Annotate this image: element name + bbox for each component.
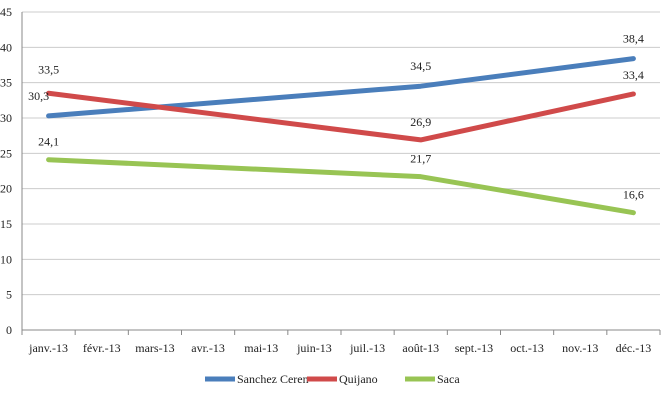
data-label: 33,5 xyxy=(38,62,59,76)
x-tick-label: sept.-13 xyxy=(455,341,493,355)
legend-label: Saca xyxy=(437,372,460,386)
series-line xyxy=(46,56,636,119)
x-tick-label: déc.-13 xyxy=(616,341,652,355)
y-tick-label: 25 xyxy=(0,146,12,160)
data-label: 16,6 xyxy=(623,188,644,202)
legend: Sanchez Ceren Quijano Saca xyxy=(205,372,460,386)
data-label: 34,5 xyxy=(410,59,431,73)
x-tick-label: mars-13 xyxy=(135,341,174,355)
data-label: 21,7 xyxy=(410,152,431,166)
x-tick-label: févr.-13 xyxy=(83,341,121,355)
y-tick-label: 15 xyxy=(0,217,12,231)
y-tick-label: 10 xyxy=(0,252,12,266)
y-tick-label: 30 xyxy=(0,111,12,125)
data-label: 26,9 xyxy=(410,115,431,129)
x-tick-label: mai-13 xyxy=(244,341,278,355)
series-line xyxy=(46,157,636,216)
grid-layer xyxy=(22,11,660,296)
data-label: 30,3 xyxy=(28,89,49,103)
x-tick-label: nov.-13 xyxy=(562,341,598,355)
y-tick-label: 5 xyxy=(6,288,12,302)
y-tick-label: 20 xyxy=(0,182,12,196)
y-tick-label: 0 xyxy=(6,323,12,337)
data-label: 24,1 xyxy=(38,135,59,149)
x-tick-label: août-13 xyxy=(402,341,439,355)
x-tick-label: oct.-13 xyxy=(510,341,544,355)
y-tick-label: 35 xyxy=(0,76,12,90)
x-tick-label: avr.-13 xyxy=(191,341,225,355)
series-line xyxy=(46,90,636,143)
x-tick-label: juil.-13 xyxy=(349,341,385,355)
x-tick-label: janv.-13 xyxy=(28,341,68,355)
y-tick-label: 40 xyxy=(0,40,12,54)
series-layer xyxy=(46,56,636,216)
data-label: 38,4 xyxy=(623,32,644,46)
x-tick-label: juin-13 xyxy=(296,341,332,355)
data-label: 33,4 xyxy=(623,68,644,82)
y-tick-label: 45 xyxy=(0,5,12,19)
data-label-layer: 30,3 34,5 38,4 33,5 26,9 33,4 24,1 21,7 16,6 xyxy=(28,32,644,202)
legend-label: Sanchez Ceren xyxy=(237,372,309,386)
axis-layer: 0 5 10 15 20 25 30 35 40 45 janv.-13 févr.-13 mars-1… xyxy=(0,5,661,355)
legend-label: Quijano xyxy=(339,372,378,386)
